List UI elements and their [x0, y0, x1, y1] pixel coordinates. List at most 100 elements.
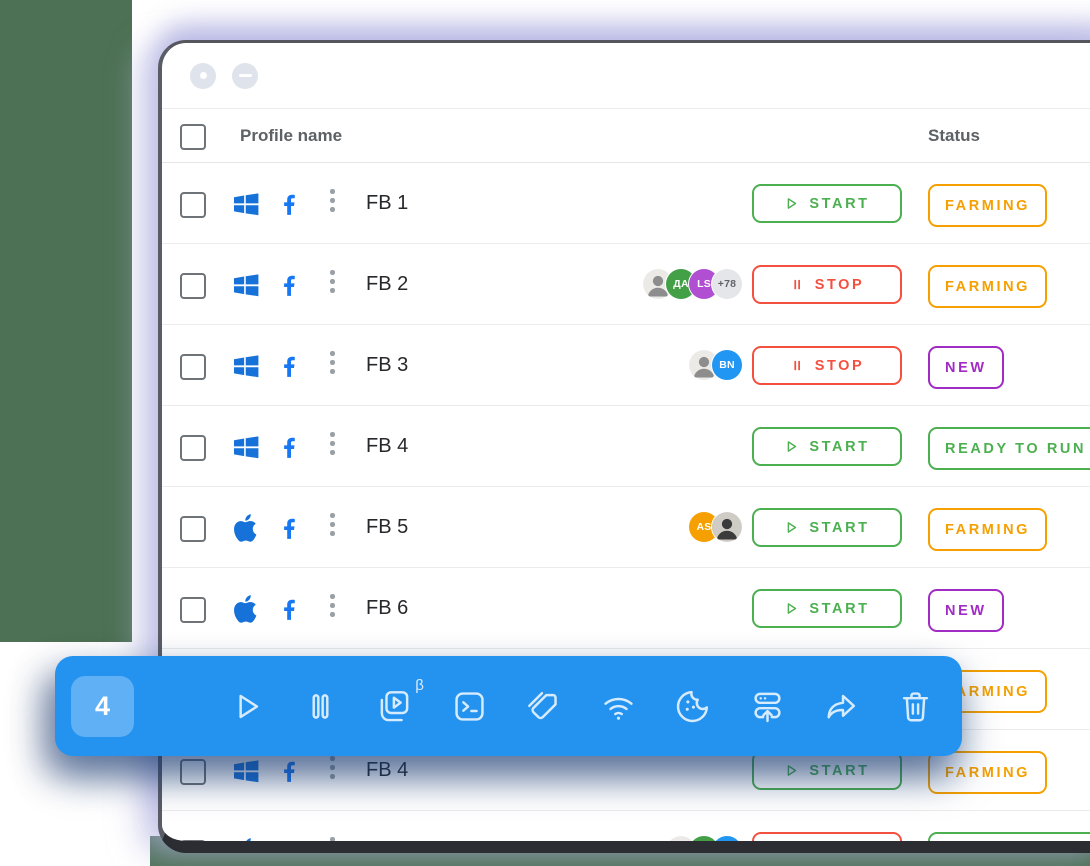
- row-checkbox[interactable]: [180, 192, 206, 218]
- play-icon: [784, 196, 799, 211]
- row-menu-button[interactable]: [328, 592, 337, 619]
- profile-row: FB 2 ДА LS +78 STOP FARMING: [162, 244, 1090, 325]
- profile-row: FB 5 AS START FARMING: [162, 487, 1090, 568]
- selected-count-badge: 4: [71, 675, 134, 737]
- facebook-icon: [274, 188, 304, 218]
- pause-selected-icon[interactable]: [300, 686, 340, 726]
- action-label: START: [809, 195, 870, 212]
- shared-users: ДА LS +78: [643, 269, 742, 299]
- status-badge: FARMING: [928, 508, 1048, 551]
- user-initials-avatar: ДА: [689, 836, 719, 841]
- select-all-checkbox[interactable]: [180, 124, 206, 150]
- profile-name: FB 1: [366, 191, 409, 214]
- facebook-icon: [274, 269, 304, 299]
- row-menu-button[interactable]: [328, 187, 337, 214]
- action-label: STOP: [814, 276, 865, 293]
- start-button[interactable]: START: [752, 427, 902, 466]
- row-checkbox[interactable]: [180, 273, 206, 299]
- row-checkbox[interactable]: [180, 354, 206, 380]
- profile-name: FB 4: [366, 758, 409, 781]
- facebook-icon: [274, 512, 304, 542]
- window-minimize-button[interactable]: [232, 62, 258, 89]
- status-badge: READY TO RUN: [928, 832, 1090, 841]
- play-icon: [784, 601, 799, 616]
- import-proxy-icon[interactable]: [747, 686, 787, 726]
- share-icon[interactable]: [822, 686, 862, 726]
- user-photo-avatar: [712, 512, 742, 542]
- shared-users: BN: [689, 350, 742, 380]
- action-label: START: [809, 762, 870, 779]
- start-button[interactable]: START: [752, 508, 902, 547]
- apple-icon: [230, 512, 262, 544]
- facebook-icon: [274, 431, 304, 461]
- user-photo-avatar: [666, 836, 696, 841]
- start-button[interactable]: START: [752, 184, 902, 223]
- user-initials-avatar: BN: [712, 836, 742, 841]
- profile-name: FB 2: [366, 272, 409, 295]
- windows-icon: [230, 755, 262, 787]
- row-checkbox[interactable]: [180, 516, 206, 542]
- user-photo-avatar: [689, 350, 719, 380]
- status-badge: NEW: [928, 346, 1004, 389]
- window-titlebar: [162, 43, 1090, 109]
- start-selected-icon[interactable]: [226, 686, 266, 726]
- stop-button[interactable]: STOP: [752, 265, 902, 304]
- status-badge: NEW: [928, 589, 1004, 632]
- stop-button[interactable]: STOP: [752, 346, 902, 385]
- facebook-icon: [274, 593, 304, 623]
- pause-icon: [790, 277, 805, 292]
- apple-icon: [230, 836, 262, 841]
- start-button[interactable]: START: [752, 589, 902, 628]
- automation-icon[interactable]: β: [375, 677, 424, 726]
- profile-row: FB 6 START NEW: [162, 568, 1090, 649]
- windows-icon: [230, 350, 262, 382]
- row-checkbox[interactable]: [180, 597, 206, 623]
- shared-users: ДАBN: [666, 836, 742, 841]
- user-photo-avatar: [643, 269, 673, 299]
- app-window: Profile name Status FB 1 START FARMING F…: [158, 40, 1090, 853]
- terminal-icon[interactable]: [449, 686, 489, 726]
- row-menu-button[interactable]: [328, 268, 337, 295]
- facebook-icon: [274, 350, 304, 380]
- stop-button[interactable]: STOP: [752, 832, 902, 841]
- status-badge: FARMING: [928, 184, 1048, 227]
- status-badge: FARMING: [928, 265, 1048, 308]
- facebook-icon: [274, 755, 304, 785]
- profile-row: FB 4 START FARMING: [162, 730, 1090, 811]
- play-icon: [784, 520, 799, 535]
- row-menu-button[interactable]: [328, 754, 337, 781]
- play-icon: [784, 439, 799, 454]
- cookies-icon[interactable]: [673, 686, 713, 726]
- user-initials-avatar: +78: [712, 269, 742, 299]
- beta-label: β: [415, 677, 424, 694]
- profile-name: FB 4: [366, 434, 409, 457]
- window-content: Profile name Status FB 1 START FARMING F…: [162, 43, 1090, 841]
- profile-name: FB 5: [366, 811, 408, 842]
- profile-name: FB 5: [366, 515, 409, 538]
- row-checkbox[interactable]: [180, 435, 206, 461]
- record-icon: [199, 72, 207, 79]
- profile-table-body: FB 1 START FARMING FB 2 ДА LS +78 STOP FAR…: [162, 163, 1090, 841]
- profile-row: FB 3 BN STOP NEW: [162, 325, 1090, 406]
- facebook-icon: [274, 836, 304, 841]
- action-label: START: [809, 519, 870, 536]
- tags-icon[interactable]: [524, 686, 564, 726]
- row-menu-button[interactable]: [328, 511, 337, 538]
- start-button[interactable]: START: [752, 751, 902, 790]
- row-menu-button[interactable]: [328, 430, 337, 457]
- proxy-wifi-icon[interactable]: [598, 686, 638, 726]
- row-checkbox[interactable]: [180, 759, 206, 785]
- toolbar-icons: β: [226, 677, 936, 726]
- row-menu-button[interactable]: [328, 349, 337, 376]
- profile-name: FB 3: [366, 353, 409, 376]
- bulk-actions-toolbar: 4 β: [55, 656, 962, 756]
- status-badge: FARMING: [928, 751, 1048, 794]
- profile-row: FB 5 ДАBN STOP READY TO RUN: [162, 811, 1090, 841]
- row-checkbox[interactable]: [180, 840, 206, 841]
- windows-icon: [230, 431, 262, 463]
- row-menu-button[interactable]: [328, 835, 337, 841]
- window-record-button[interactable]: [190, 62, 216, 89]
- delete-icon[interactable]: [896, 686, 936, 726]
- profile-row: FB 1 START FARMING: [162, 163, 1090, 244]
- status-badge: READY TO RUN: [928, 427, 1090, 470]
